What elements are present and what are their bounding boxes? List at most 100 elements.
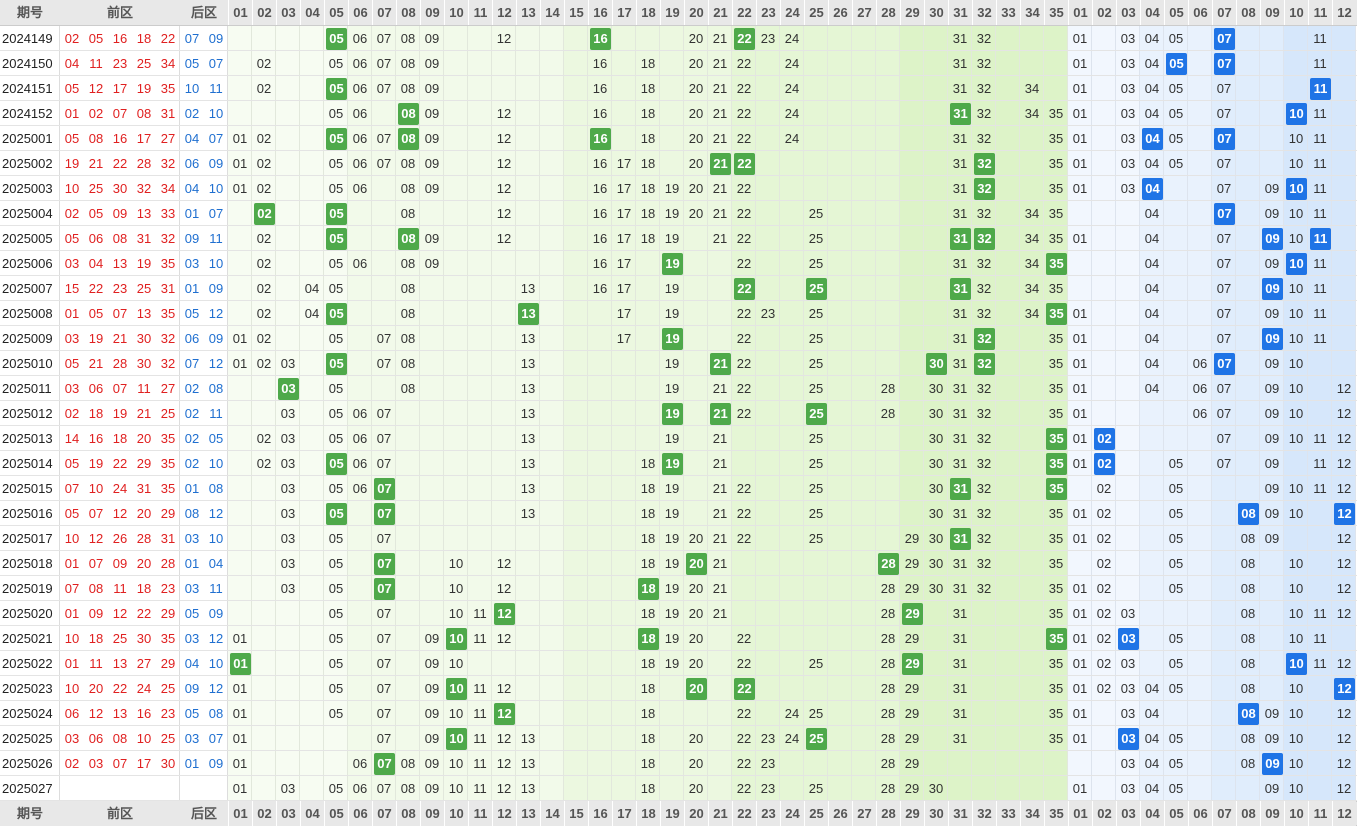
front-cell: 31	[952, 81, 968, 96]
column-bg	[252, 26, 276, 801]
back-cell: 10	[1288, 406, 1304, 421]
front-cell: 29	[904, 531, 920, 546]
front-cell: 31	[952, 556, 968, 571]
back-cell: 04	[1144, 381, 1160, 396]
front-number: 24	[136, 681, 152, 696]
front-number: 12	[112, 506, 128, 521]
front-number: 18	[88, 631, 104, 646]
front-cell: 01	[232, 731, 248, 746]
back-number: 01	[184, 481, 200, 496]
column-bg	[420, 26, 444, 801]
front-number: 35	[160, 256, 176, 271]
front-cell: 32	[976, 256, 992, 271]
back-hit-cell: 05	[1166, 52, 1187, 75]
front-hit-cell: 22	[734, 277, 755, 300]
front-hit-cell: 32	[974, 227, 995, 250]
front-column-label: 05	[324, 0, 348, 25]
issue: 2025002	[2, 156, 53, 171]
front-cell: 32	[976, 281, 992, 296]
front-hit-cell: 07	[374, 552, 395, 575]
back-hit-cell: 09	[1262, 327, 1283, 350]
front-cell: 24	[784, 706, 800, 721]
front-cell: 10	[448, 656, 464, 671]
front-cell: 18	[640, 556, 656, 571]
back-number: 04	[184, 131, 200, 146]
front-number: 07	[112, 106, 128, 121]
back-cell: 04	[1144, 731, 1160, 746]
front-hit-cell: 07	[374, 477, 395, 500]
front-cell: 24	[784, 731, 800, 746]
column-bg	[1236, 26, 1260, 801]
front-cell: 35	[1048, 681, 1064, 696]
back-cell: 11	[1313, 481, 1327, 496]
front-cell: 03	[280, 556, 296, 571]
issue: 2025019	[2, 581, 53, 596]
front-cell: 28	[880, 631, 896, 646]
front-cell: 31	[952, 306, 968, 321]
front-cell: 08	[400, 181, 416, 196]
front-cell: 05	[328, 56, 344, 71]
front-hit-cell: 16	[590, 127, 611, 150]
front-cell: 31	[952, 181, 968, 196]
front-cell: 03	[280, 581, 296, 596]
column-bg	[684, 26, 708, 801]
front-hit-cell: 07	[374, 577, 395, 600]
column-bg	[1260, 26, 1284, 801]
front-number: 32	[160, 331, 176, 346]
back-cell: 11	[1313, 206, 1327, 221]
front-column-label: 32	[972, 801, 996, 826]
column-bg	[1164, 26, 1188, 801]
front-cell: 09	[424, 56, 440, 71]
front-cell: 32	[976, 381, 992, 396]
front-number: 29	[160, 506, 176, 521]
front-number: 32	[160, 356, 176, 371]
column-bg	[1140, 26, 1164, 801]
front-cell: 21	[712, 531, 728, 546]
back-cell: 01	[1072, 356, 1088, 371]
front-cell: 12	[496, 156, 512, 171]
front-cell: 34	[1024, 306, 1040, 321]
front-hit-cell: 05	[326, 452, 347, 475]
front-number: 13	[112, 256, 128, 271]
front-cell: 06	[352, 31, 368, 46]
issue: 2025014	[2, 456, 53, 471]
front-cell: 31	[952, 606, 968, 621]
back-number: 02	[184, 406, 200, 421]
front-number: 23	[112, 281, 128, 296]
back-cell: 09	[1264, 256, 1280, 271]
front-cell: 05	[328, 606, 344, 621]
front-cell: 20	[688, 206, 704, 221]
front-cell: 20	[688, 131, 704, 146]
front-column-label: 30	[924, 801, 948, 826]
front-cell: 31	[952, 131, 968, 146]
front-cell: 34	[1024, 256, 1040, 271]
column-bg	[1116, 26, 1140, 801]
back-cell: 05	[1168, 531, 1184, 546]
front-number: 19	[88, 456, 104, 471]
back-cell: 11	[1313, 181, 1327, 196]
front-hit-cell: 35	[1046, 252, 1067, 275]
front-cell: 16	[592, 206, 608, 221]
front-number: 32	[160, 231, 176, 246]
front-cell: 09	[424, 731, 440, 746]
front-number: 32	[136, 181, 152, 196]
front-hit-cell: 05	[326, 77, 347, 100]
row-line	[0, 700, 1357, 701]
front-hit-cell: 30	[926, 352, 947, 375]
front-cell: 13	[520, 781, 536, 796]
front-number: 35	[160, 306, 176, 321]
front-number: 03	[64, 381, 80, 396]
back-cell: 01	[1072, 531, 1088, 546]
back-cell: 09	[1264, 531, 1280, 546]
front-cell: 12	[496, 131, 512, 146]
back-number: 05	[184, 706, 200, 721]
front-cell: 05	[328, 481, 344, 496]
front-number: 30	[136, 356, 152, 371]
front-cell: 11	[473, 606, 487, 621]
front-hit-cell: 21	[710, 352, 731, 375]
front-column-label: 15	[564, 801, 588, 826]
front-number: 31	[136, 481, 152, 496]
front-number: 10	[136, 731, 152, 746]
front-cell: 16	[592, 106, 608, 121]
back-hit-cell: 12	[1334, 677, 1355, 700]
